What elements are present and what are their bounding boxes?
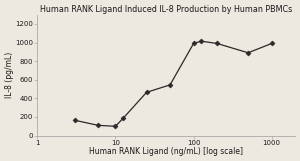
Title: Human RANK Ligand Induced IL-8 Production by Human PBMCs: Human RANK Ligand Induced IL-8 Productio…: [40, 5, 292, 14]
X-axis label: Human RANK Ligand (ng/mL) [log scale]: Human RANK Ligand (ng/mL) [log scale]: [89, 147, 243, 156]
Y-axis label: IL-8 (pg/mL): IL-8 (pg/mL): [5, 52, 14, 98]
